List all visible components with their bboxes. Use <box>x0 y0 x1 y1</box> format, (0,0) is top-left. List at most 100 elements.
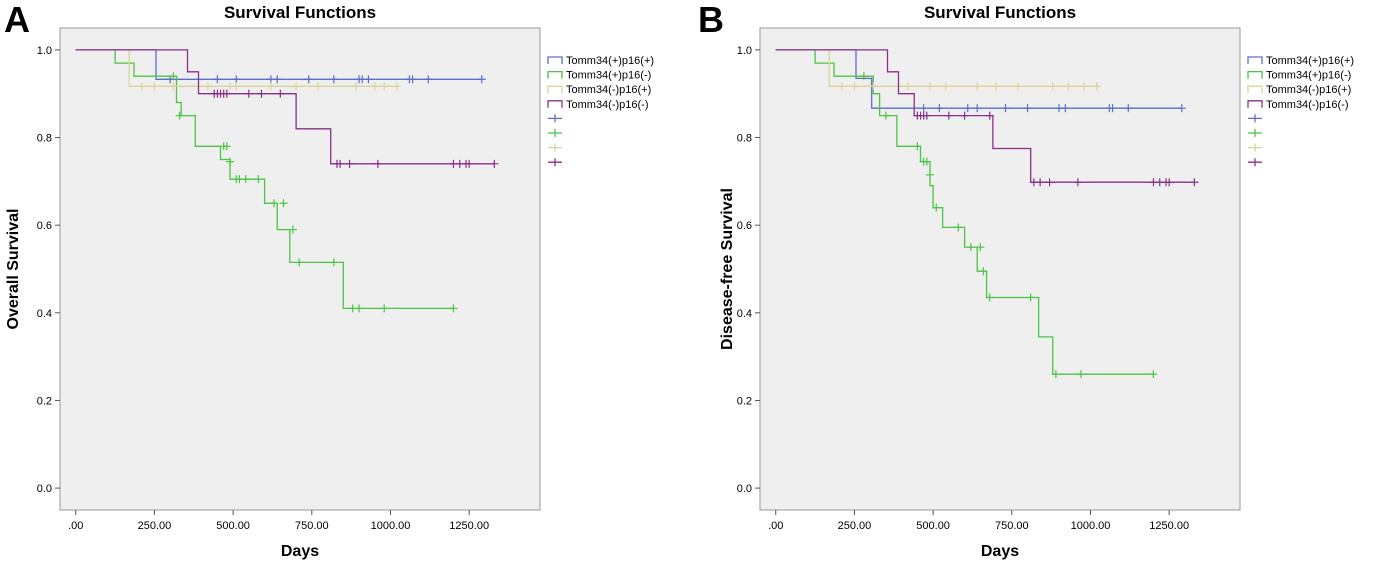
censor-mark <box>1061 104 1070 113</box>
censor-mark <box>232 75 241 84</box>
legend-swatch <box>547 85 563 94</box>
legend-entry: Tomm34(+)p16(+) <box>1266 55 1354 67</box>
censor-mark <box>449 304 458 313</box>
panel-b: B Survival Functions .00 250.00 500.00 750.00… <box>700 0 1398 565</box>
y-tick-label: 1.0 <box>37 45 52 57</box>
censor-mark <box>225 157 234 166</box>
legend-censor-swatch <box>548 143 562 152</box>
censor-mark <box>1073 178 1082 187</box>
legend-censor-swatch <box>1248 129 1262 137</box>
censor-mark <box>1190 178 1199 187</box>
censor-mark <box>922 111 931 120</box>
censor-mark <box>944 111 953 120</box>
censor-mark <box>1080 82 1089 91</box>
censor-mark <box>925 170 934 179</box>
legend-entry: Tomm34(-)p16(+) <box>1266 84 1351 96</box>
censor-mark <box>355 304 364 313</box>
censor-mark <box>976 243 985 252</box>
legend-swatch <box>547 70 563 79</box>
legend-swatch <box>547 56 563 64</box>
legend-censor-swatch <box>1248 114 1262 123</box>
y-axis-label: Disease-free Survival <box>719 188 736 350</box>
x-tick-label: 250.00 <box>838 520 872 532</box>
censor-mark <box>408 75 417 84</box>
censor-mark <box>1165 178 1174 187</box>
censor-mark <box>903 82 912 91</box>
legend-censor-swatch <box>548 158 562 167</box>
censor-mark <box>232 82 241 91</box>
legend-censor-swatch <box>1248 143 1262 152</box>
legend-swatch <box>1247 56 1263 64</box>
legend-swatch <box>1247 85 1263 94</box>
censor-mark <box>932 203 941 212</box>
censor-mark <box>244 89 253 98</box>
y-tick-label: 0.0 <box>737 483 752 495</box>
censor-mark <box>254 175 263 184</box>
legend: Tomm34(+)p16(+) Tomm34(+)p16(-) Tomm34(-)p… <box>1247 55 1354 167</box>
censor-mark <box>1036 178 1045 187</box>
y-tick-label: 0.4 <box>737 308 752 320</box>
y-tick-label: 1.0 <box>737 45 752 57</box>
censor-mark <box>175 111 184 120</box>
censor-mark <box>380 304 389 313</box>
censor-mark <box>960 111 969 120</box>
censor-mark <box>973 104 982 113</box>
censor-mark <box>380 82 389 91</box>
censor-mark <box>257 89 266 98</box>
censor-mark <box>1108 104 1117 113</box>
censor-mark <box>292 82 301 91</box>
censor-mark <box>1026 293 1035 302</box>
legend-entry: Tomm34(+)p16(+) <box>566 55 654 67</box>
legend-censor-swatch <box>548 129 562 137</box>
censor-mark <box>850 82 859 91</box>
survival-step-line <box>775 49 1195 183</box>
censor-mark <box>490 159 499 168</box>
chart-title: Survival Functions <box>224 3 376 22</box>
censor-mark <box>213 75 222 84</box>
survival-chart-b: B Survival Functions .00 250.00 500.00 750.00… <box>700 0 1354 560</box>
x-tick-label: 1250.00 <box>1149 520 1189 532</box>
legend-entry: Tomm34(-)p16(-) <box>1266 99 1349 111</box>
censor-mark <box>169 72 178 81</box>
y-tick-label: 0.6 <box>737 220 752 232</box>
legend-entry: Tomm34(+)p16(-) <box>1266 70 1351 82</box>
censor-mark <box>150 82 159 91</box>
plot-area <box>759 27 1241 511</box>
survival-chart-a: A Survival Functions .00 250.00 500.00 750.00… <box>4 0 654 560</box>
censor-mark <box>1014 82 1023 91</box>
censor-mark <box>985 111 994 120</box>
series-2 <box>775 49 1158 379</box>
censor-mark <box>1023 104 1032 113</box>
censor-mark <box>270 199 279 208</box>
censor-mark <box>276 89 285 98</box>
censor-mark <box>1177 104 1186 113</box>
series-4 <box>75 49 499 168</box>
censor-mark <box>288 225 297 234</box>
x-tick-label: 500.00 <box>916 520 950 532</box>
legend-swatch <box>547 100 563 108</box>
censor-mark <box>979 267 988 276</box>
censor-mark <box>922 157 931 166</box>
censor-mark <box>329 75 338 84</box>
censor-mark <box>985 293 994 302</box>
censor-mark <box>477 75 486 84</box>
censor-mark <box>1124 104 1133 113</box>
x-tick-label: 750.00 <box>995 520 1029 532</box>
y-tick-label: 0.2 <box>737 395 752 407</box>
censor-mark <box>273 75 282 84</box>
censor-mark <box>1064 82 1073 91</box>
censor-mark <box>329 258 338 267</box>
censor-mark <box>1077 370 1086 379</box>
x-tick-label: 250.00 <box>138 520 172 532</box>
legend-entry: Tomm34(-)p16(+) <box>566 84 651 96</box>
y-tick-label: 0.4 <box>37 308 52 320</box>
censor-mark <box>203 82 212 91</box>
legend: Tomm34(+)p16(+) Tomm34(+)p16(-) Tomm34(-)p… <box>547 55 654 167</box>
censor-mark <box>222 89 231 98</box>
censor-mark <box>966 243 975 252</box>
censor-mark <box>137 82 146 91</box>
censor-mark <box>973 82 982 91</box>
censor-mark <box>1092 82 1101 91</box>
censor-mark <box>314 82 323 91</box>
legend-entry: Tomm34(-)p16(-) <box>566 99 649 111</box>
